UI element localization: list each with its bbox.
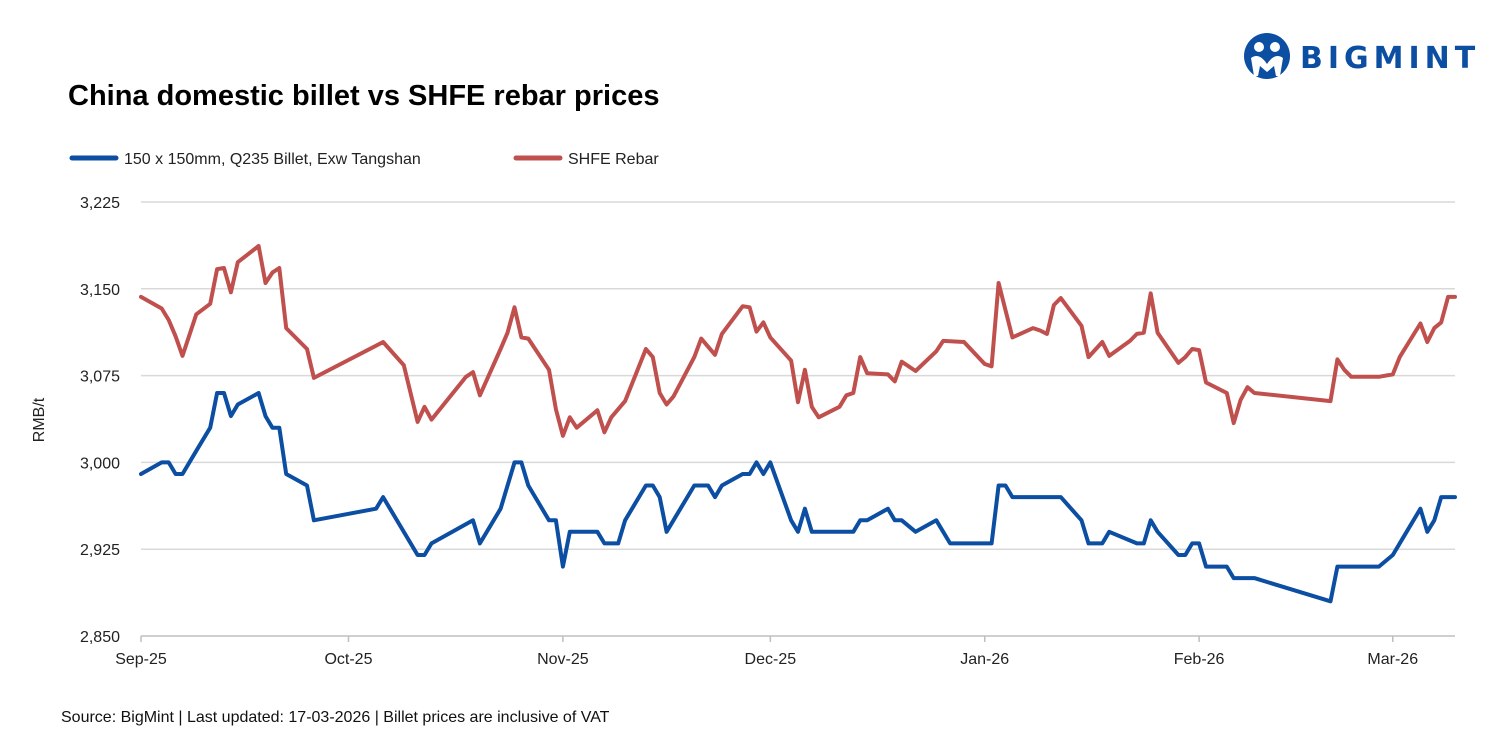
series-lines [139,244,1457,604]
legend-label: 150 x 150mm, Q235 Billet, Exw Tangshan [124,151,421,168]
x-tick-label: Nov-25 [537,651,589,668]
series-line-rebar [139,244,1457,438]
y-tick-label: 2,925 [80,542,120,559]
y-tick-label: 3,150 [80,282,120,299]
chart-title: China domestic billet vs SHFE rebar pric… [68,80,659,112]
x-tick-label: Feb-26 [1174,651,1225,668]
logo-text: BIGMINT [1300,41,1480,76]
y-axis-label: RMB/t [31,397,48,442]
x-tick-label: Sep-25 [115,651,167,668]
x-axis: Sep-25 Oct-25 Nov-25 Dec-25 Jan-26 Feb-26 Mar-… [115,635,1455,668]
y-axis: 2,850 2,925 3,000 3,075 3,150 3,225 [80,195,120,646]
source-note: Source: BigMint | Last updated: 17-03-20… [61,709,610,726]
y-tick-label: 3,000 [80,455,120,472]
logo: BIGMINT [1244,33,1480,79]
legend-label: SHFE Rebar [568,151,659,168]
y-tick-label: 3,225 [80,195,120,212]
logo-people-icon [1244,33,1290,79]
legend: 150 x 150mm, Q235 Billet, Exw Tangshan SH… [69,151,659,168]
x-tick-label: Mar-26 [1367,651,1418,668]
x-tick-label: Oct-25 [324,651,372,668]
gridlines [141,201,1455,550]
series-line-billet [139,391,1457,604]
y-tick-label: 2,850 [80,629,120,646]
x-tick-label: Jan-26 [960,651,1009,668]
x-tick-label: Dec-25 [745,651,797,668]
y-tick-label: 3,075 [80,369,120,386]
